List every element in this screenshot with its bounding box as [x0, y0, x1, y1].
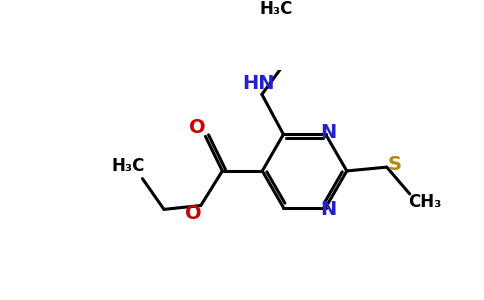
Text: H₃C: H₃C — [259, 0, 292, 18]
Text: HN: HN — [242, 74, 275, 93]
Text: CH₃: CH₃ — [408, 193, 442, 211]
Text: N: N — [320, 200, 336, 219]
Text: S: S — [387, 154, 401, 173]
Text: O: O — [189, 118, 206, 137]
Text: H₃C: H₃C — [112, 157, 145, 175]
Text: N: N — [320, 123, 336, 142]
Text: O: O — [185, 204, 201, 223]
